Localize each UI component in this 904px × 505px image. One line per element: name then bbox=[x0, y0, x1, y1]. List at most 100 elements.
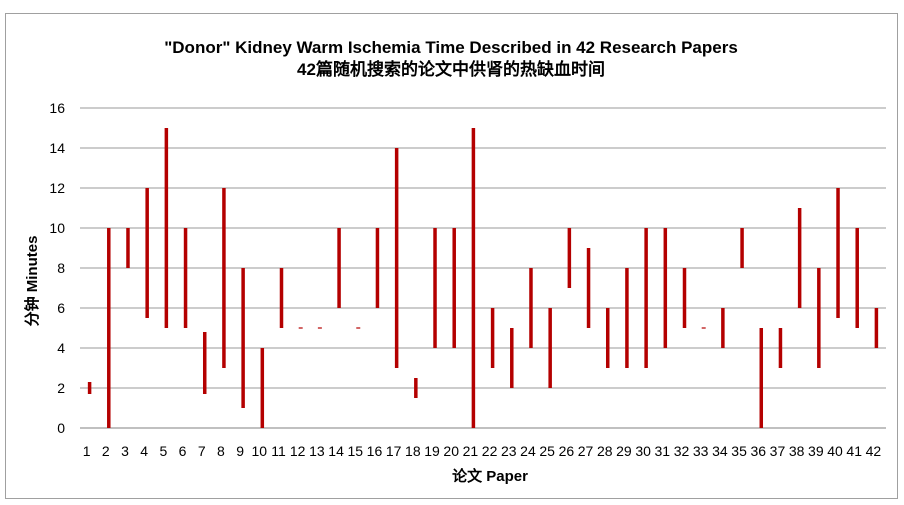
range-bar-40 bbox=[836, 188, 840, 318]
chart-title: "Donor" Kidney Warm Ischemia Time Descri… bbox=[164, 38, 738, 57]
chart-frame: "Donor" Kidney Warm Ischemia Time Descri… bbox=[5, 13, 898, 499]
x-tick-label: 18 bbox=[405, 443, 421, 459]
x-tick-label: 23 bbox=[501, 443, 517, 459]
range-bar-22 bbox=[490, 308, 495, 368]
gridlines bbox=[80, 107, 886, 429]
y-tick-label: 8 bbox=[57, 260, 65, 276]
range-bar-20 bbox=[452, 228, 456, 348]
y-tick-label: 4 bbox=[57, 340, 65, 356]
x-tick-label: 11 bbox=[271, 443, 286, 459]
range-bar-34 bbox=[721, 308, 725, 348]
range-bar-41 bbox=[855, 228, 859, 328]
x-tick-label: 26 bbox=[559, 443, 575, 459]
range-bar-37 bbox=[778, 328, 783, 368]
x-tick-label: 24 bbox=[520, 443, 536, 459]
range-bar-35 bbox=[740, 228, 744, 268]
x-tick-label: 15 bbox=[347, 443, 363, 459]
range-bar-21 bbox=[471, 128, 476, 428]
range-bar-15 bbox=[356, 327, 361, 329]
range-bar-23 bbox=[510, 328, 514, 388]
range-bar-8 bbox=[222, 188, 226, 368]
x-tick-label: 9 bbox=[236, 443, 244, 459]
x-tick-label: 30 bbox=[635, 443, 651, 459]
x-tick-label: 42 bbox=[866, 443, 882, 459]
x-tick-label: 4 bbox=[140, 443, 148, 459]
y-tick-label: 6 bbox=[57, 300, 65, 316]
y-tick-label: 10 bbox=[49, 220, 65, 236]
range-bar-13 bbox=[317, 327, 322, 329]
x-axis-ticks: 1 2 3 4 5 6 7 8 9 10 11 12 13 14 15 16 17 18 19 20 21 22 23 24 2… bbox=[83, 443, 882, 459]
x-tick-label: 29 bbox=[616, 443, 632, 459]
x-tick-label: 34 bbox=[712, 443, 728, 459]
range-bar-38 bbox=[797, 208, 802, 308]
x-tick-label: 19 bbox=[424, 443, 440, 459]
x-tick-label: 1 bbox=[83, 443, 91, 459]
range-bar-25 bbox=[548, 308, 552, 388]
range-bar-33 bbox=[701, 327, 706, 329]
y-tick-label: 0 bbox=[57, 420, 65, 436]
x-tick-label: 21 bbox=[463, 443, 479, 459]
range-bar-36 bbox=[759, 328, 764, 428]
range-bar-12 bbox=[298, 327, 303, 329]
x-tick-label: 28 bbox=[597, 443, 613, 459]
x-axis-label: 论文 Paper bbox=[452, 467, 528, 485]
range-bar-7 bbox=[202, 332, 207, 394]
range-bar-11 bbox=[279, 268, 284, 328]
x-tick-label: 17 bbox=[386, 443, 402, 459]
x-tick-label: 41 bbox=[846, 443, 862, 459]
x-tick-label: 16 bbox=[367, 443, 383, 459]
x-tick-label: 25 bbox=[539, 443, 555, 459]
range-bar-3 bbox=[126, 228, 130, 268]
chart-subtitle: 42篇随机搜索的论文中供肾的热缺血时间 bbox=[297, 59, 605, 79]
range-bar-30 bbox=[644, 228, 648, 368]
x-tick-label: 6 bbox=[179, 443, 187, 459]
x-tick-label: 7 bbox=[198, 443, 206, 459]
x-tick-label: 13 bbox=[309, 443, 325, 459]
range-bar-31 bbox=[663, 228, 668, 348]
range-bars bbox=[87, 128, 879, 428]
chart: "Donor" Kidney Warm Ischemia Time Descri… bbox=[23, 38, 886, 485]
x-tick-label: 20 bbox=[443, 443, 459, 459]
x-tick-label: 36 bbox=[750, 443, 766, 459]
range-bar-39 bbox=[817, 268, 821, 368]
x-tick-label: 33 bbox=[693, 443, 709, 459]
x-tick-label: 22 bbox=[482, 443, 498, 459]
x-tick-label: 14 bbox=[328, 443, 344, 459]
range-bar-2 bbox=[107, 228, 111, 428]
range-bar-27 bbox=[586, 248, 591, 328]
range-bar-29 bbox=[625, 268, 629, 368]
range-bar-18 bbox=[414, 378, 418, 398]
range-bar-1 bbox=[87, 382, 92, 394]
y-tick-label: 16 bbox=[49, 100, 65, 116]
x-tick-label: 2 bbox=[102, 443, 110, 459]
range-bar-6 bbox=[183, 228, 188, 328]
range-bar-24 bbox=[529, 268, 533, 348]
x-tick-label: 12 bbox=[290, 443, 306, 459]
range-bar-14 bbox=[337, 228, 341, 308]
range-bar-19 bbox=[433, 228, 437, 348]
y-axis-ticks: 0 2 4 6 8 10 12 14 16 bbox=[49, 100, 65, 436]
x-tick-label: 10 bbox=[252, 443, 268, 459]
range-bar-5 bbox=[164, 128, 169, 328]
x-tick-label: 31 bbox=[655, 443, 671, 459]
x-tick-label: 3 bbox=[121, 443, 129, 459]
range-bar-10 bbox=[260, 348, 265, 428]
range-bar-17 bbox=[394, 148, 399, 368]
x-tick-label: 35 bbox=[731, 443, 747, 459]
range-bar-9 bbox=[241, 268, 245, 408]
y-axis-label: 分钟 Minutes bbox=[23, 236, 41, 327]
x-tick-label: 39 bbox=[808, 443, 824, 459]
x-tick-label: 32 bbox=[674, 443, 690, 459]
range-bar-32 bbox=[682, 268, 687, 328]
range-bar-26 bbox=[567, 228, 572, 288]
range-bar-42 bbox=[874, 308, 879, 348]
y-tick-label: 2 bbox=[57, 380, 65, 396]
x-tick-label: 37 bbox=[770, 443, 786, 459]
range-bar-28 bbox=[605, 308, 610, 368]
x-tick-label: 38 bbox=[789, 443, 805, 459]
x-tick-label: 27 bbox=[578, 443, 594, 459]
y-tick-label: 14 bbox=[49, 140, 65, 156]
x-tick-label: 5 bbox=[159, 443, 167, 459]
x-tick-label: 40 bbox=[827, 443, 843, 459]
range-bar-4 bbox=[145, 188, 149, 318]
